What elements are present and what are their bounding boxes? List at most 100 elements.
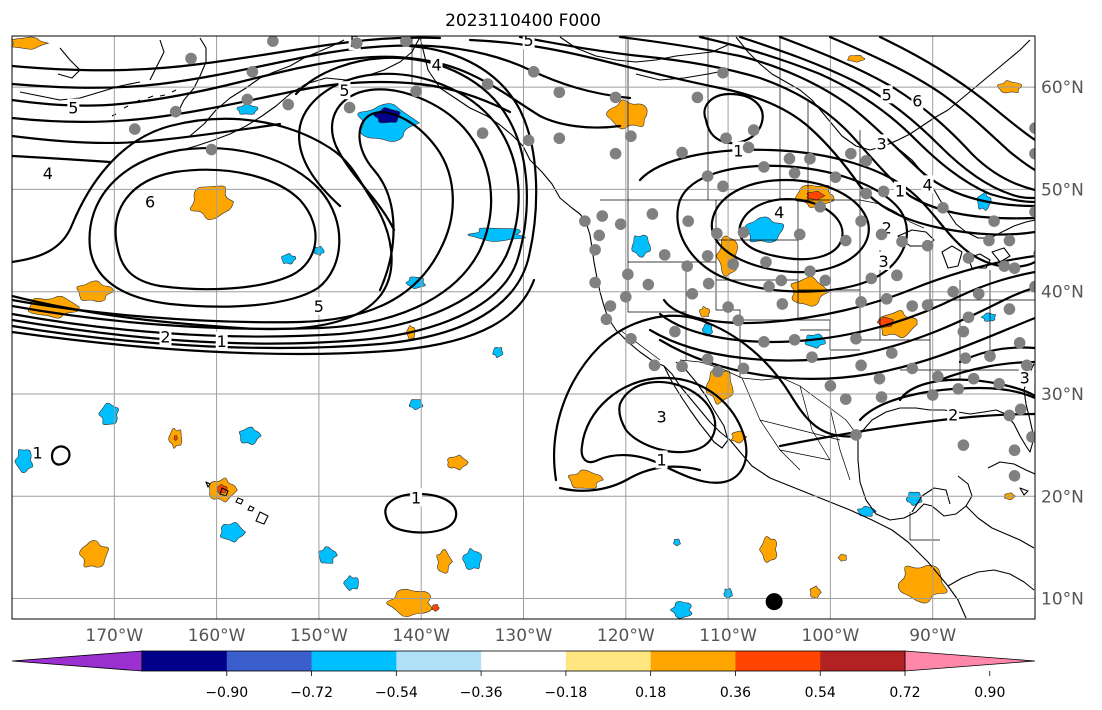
shaded-blob [492,346,504,358]
contour-label-halo [41,164,54,183]
station-dot [983,234,995,247]
station-dot [1008,262,1021,274]
contour-line [12,72,520,338]
station-dot [855,215,867,227]
station-dot [604,300,617,312]
contour-label: 3 [876,134,886,153]
shaded-blob [462,548,482,570]
shaded-blob [318,546,338,564]
contour-label-halo [773,202,786,221]
shaded-blob [343,575,359,591]
shaded-blob [631,234,651,258]
shaded-blob [837,553,847,562]
shaded-region [436,549,453,574]
colorbar-segment [142,651,228,671]
station-dot [579,215,591,227]
contour-line [12,55,622,129]
contour-label-halo [947,405,960,424]
colorbar-tick-label: 0.18 [635,685,666,701]
station-dot [952,383,965,395]
contour-line [114,168,317,291]
station-dot [589,276,601,289]
station-dot [845,147,857,160]
station-dot [1013,337,1026,349]
station-dot [967,372,980,385]
latitude-label: 50°N [1041,180,1084,200]
station-dot [609,91,622,104]
colorbar-tick-label: 0.90 [974,685,1005,701]
station-dot [947,285,959,298]
station-dot [676,360,688,373]
station-dot [676,146,688,159]
political-borders [411,37,1035,541]
contour-label: 2 [882,218,892,237]
station-dot [1003,303,1016,315]
contour-label: 5 [524,31,534,50]
station-dot [747,124,760,136]
station-dot [596,210,609,222]
station-dot [788,333,801,346]
shaded-region [386,588,433,618]
station-dot [993,377,1005,390]
station-dot [1021,359,1033,372]
station-dot [932,370,944,383]
station-dot [727,258,740,270]
latitude-label: 10°N [1041,590,1084,610]
station-dot [776,298,789,310]
shaded-blob [281,253,297,265]
contour-label-halo [1018,368,1031,387]
map-plot-area: 5455546521141235634311123 [12,31,1067,619]
colorbar-outline [141,650,906,672]
shaded-blob [436,549,453,574]
shaded-region [673,538,681,547]
contour-line [676,164,909,293]
station-dot [701,170,714,182]
cuba [987,461,1035,496]
contour-label-halo [522,36,535,50]
station-dot [804,265,816,278]
shaded-blob [806,190,826,201]
shaded-blob [173,435,178,441]
contour-label: 5 [882,85,892,104]
highlight-marker [765,593,783,611]
station-dot [875,228,888,241]
contour-label-halo [67,98,80,117]
latitude-label: 30°N [1041,385,1084,405]
station-markers [128,36,1067,482]
station-dot [1055,306,1067,318]
contour-label: 1 [217,332,227,351]
contour-line [12,278,536,356]
contour-label: 4 [431,56,441,75]
shaded-blob [1037,44,1044,53]
station-dot [758,161,770,173]
contour-label: 5 [68,99,78,118]
station-dot [169,105,182,118]
longitude-label: 170°W [85,626,143,646]
contour-label: 6 [145,193,155,212]
station-dot [891,269,903,282]
station-dot [527,65,540,78]
station-dot [839,393,852,405]
shaded-blob [606,99,648,130]
contour-label-halo [655,407,668,426]
coastline-north-america-west [419,36,967,619]
station-dot [282,98,295,111]
station-dot [681,260,693,272]
shaded-region [281,253,297,265]
station-dot [481,78,494,90]
shaded-blob [981,312,997,322]
station-dot [850,332,862,345]
shaded-region [1037,44,1044,53]
station-dot [865,272,878,285]
contour-label: 6 [912,91,922,110]
station-dot [722,301,734,313]
shaded-region [670,601,693,619]
shaded-blob [14,449,34,474]
colorbar-segment [396,651,482,671]
station-dot [855,359,867,372]
latitude-label: 60°N [1041,78,1084,98]
station-dot [758,336,770,348]
contour-line [662,254,1035,325]
contour-line [50,445,71,466]
